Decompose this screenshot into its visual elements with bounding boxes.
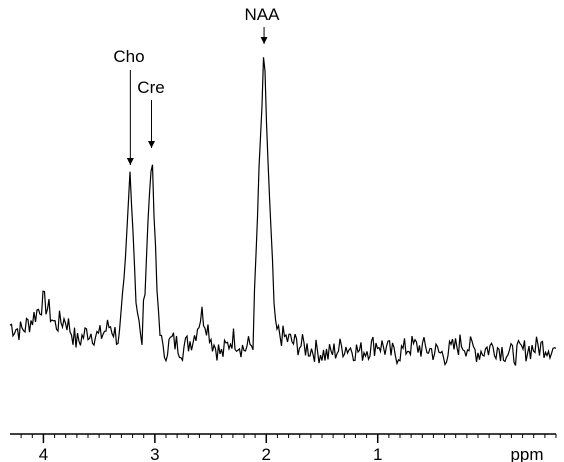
- peak-arrow-head: [260, 37, 268, 44]
- x-axis-label: ppm: [510, 445, 543, 462]
- tick-label: 4: [39, 445, 48, 462]
- x-axis-ticks: 4 3 2 1: [20, 434, 557, 462]
- spectrum-line: [9, 57, 557, 367]
- plot-area: [9, 57, 557, 367]
- peak-label-cho: Cho: [113, 47, 144, 66]
- tick-label: 3: [150, 445, 159, 462]
- tick-label: 2: [262, 445, 271, 462]
- peak-label-naa: NAA: [245, 5, 281, 24]
- peak-label-cre: Cre: [137, 78, 164, 97]
- peak-arrow-head: [148, 141, 156, 148]
- peak-arrow-head: [126, 158, 134, 165]
- peak-annotations: NAA Cho Cre: [113, 5, 280, 165]
- tick-label: 1: [373, 445, 382, 462]
